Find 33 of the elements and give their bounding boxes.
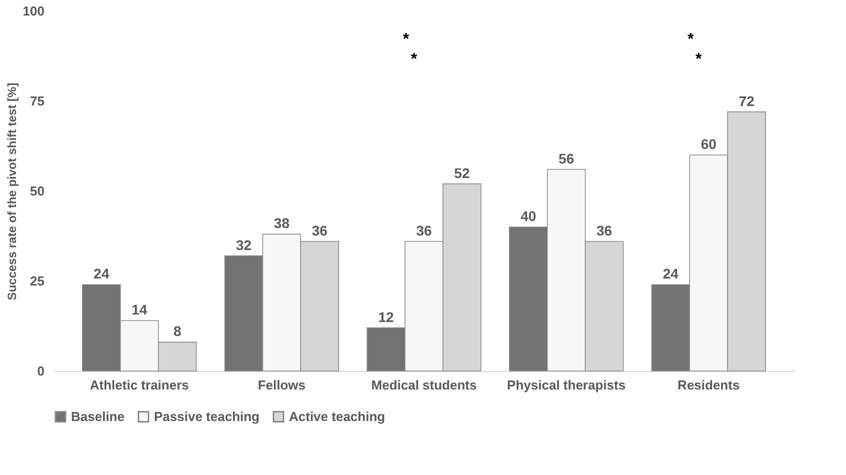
data-label: 72 [738,92,755,109]
y-tick-label: 50 [30,184,44,198]
data-label: 14 [132,302,148,318]
x-tick-label: Athletic trainers [90,378,189,392]
y-tick-label: 100 [22,4,44,18]
y-tick-label: 0 [37,364,44,378]
annotation: * [696,51,702,68]
x-tick-label: Medical students [371,378,477,392]
y-tick-label: 25 [30,274,44,288]
data-label: 36 [312,222,328,238]
y-axis-title: Success rate of the pivot shift test [%] [4,82,19,300]
data-label: 8 [173,323,182,340]
data-label: 24 [662,266,679,282]
data-label: 52 [454,164,470,181]
x-tick-label: Physical therapists [507,378,626,392]
legend-label: Active teaching [289,408,386,424]
data-label: 38 [274,215,290,232]
data-label: 36 [596,222,612,238]
y-tick-label: 75 [30,94,44,108]
data-label: 36 [416,222,432,238]
annotation: * [410,51,418,68]
data-label: 12 [378,308,394,325]
x-tick-label: Fellows [258,378,306,392]
legend-label: Baseline [71,408,124,424]
data-label: 32 [236,236,252,253]
annotation: * [402,31,410,48]
x-tick-label: Residents [678,378,740,392]
data-label: 40 [520,208,536,224]
annotation: * [688,31,694,48]
data-label: 24 [94,266,110,282]
legend-label: Passive teaching [154,408,260,424]
data-label: 56 [558,150,574,166]
data-label: 60 [700,136,717,152]
